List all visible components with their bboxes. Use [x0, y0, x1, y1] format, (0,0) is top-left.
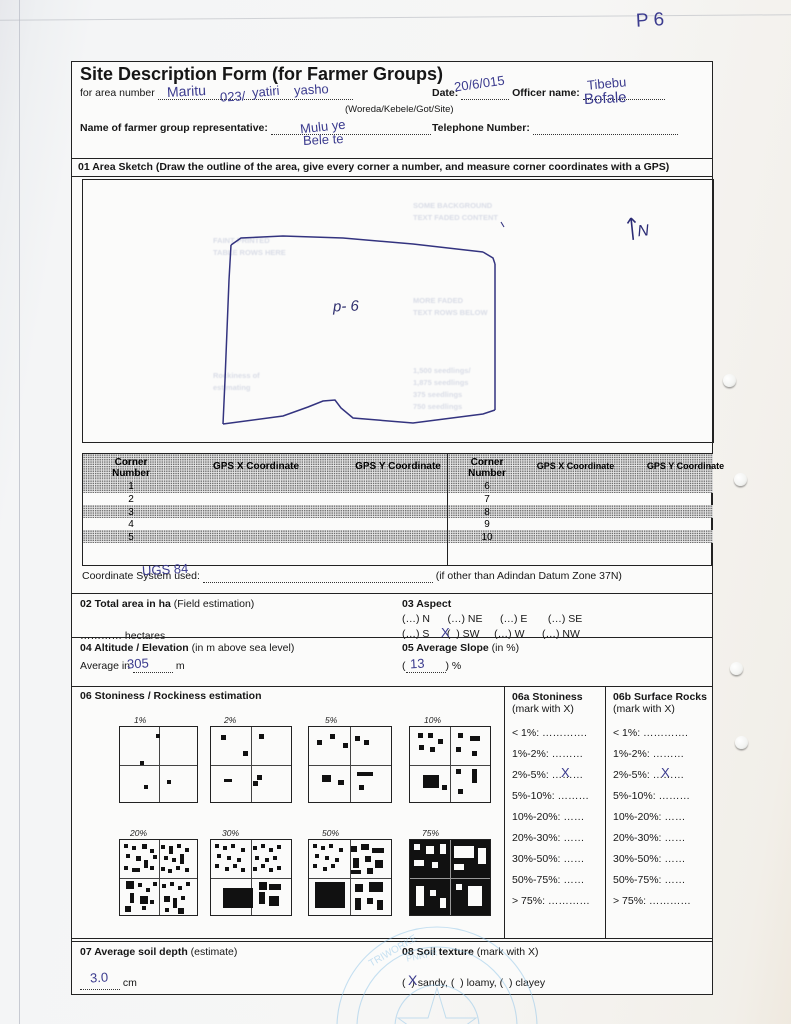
svg-text:N: N	[637, 222, 651, 240]
svg-text:PNRPR: PNRPR	[405, 947, 438, 963]
